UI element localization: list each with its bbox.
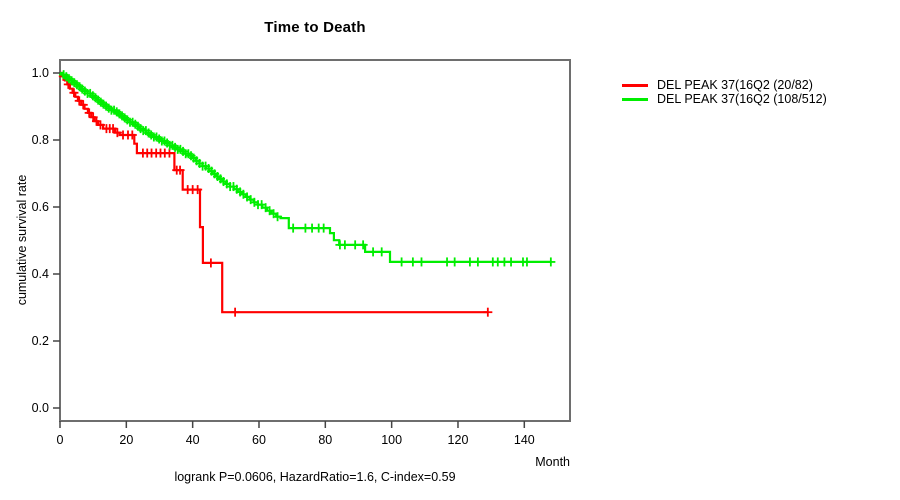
legend-item-group1: DEL PEAK 37(16Q2 (20/82): [622, 78, 827, 92]
x-tick-label: 140: [514, 433, 535, 447]
y-tick-label: 0.4: [32, 267, 49, 281]
stats-caption: logrank P=0.0606, HazardRatio=1.6, C-ind…: [174, 470, 456, 484]
legend-item-group2: DEL PEAK 37(16Q2 (108/512): [622, 92, 827, 106]
survival-curve-red: [60, 71, 488, 314]
chart-title: Time to Death: [264, 19, 366, 36]
legend-label-group1: DEL PEAK 37(16Q2 (20/82): [657, 78, 813, 92]
x-tick-label: 60: [252, 433, 266, 447]
legend-line-green: [622, 97, 648, 101]
x-tick-label: 40: [186, 433, 200, 447]
x-tick-label: 20: [119, 433, 133, 447]
legend: DEL PEAK 37(16Q2 (20/82) DEL PEAK 37(16Q…: [622, 78, 827, 106]
y-axis-label: cumulative survival rate: [15, 174, 29, 306]
x-tick-label: 0: [57, 433, 64, 447]
y-tick-label: 0.0: [32, 401, 49, 415]
y-tick-label: 0.6: [32, 200, 49, 214]
survival-curve-green: [60, 71, 551, 263]
y-tick-label: 0.2: [32, 334, 49, 348]
x-tick-label: 120: [448, 433, 469, 447]
y-tick-label: 0.8: [32, 133, 49, 147]
legend-line-red: [622, 83, 648, 87]
x-tick-label: 100: [381, 433, 402, 447]
x-tick-label: 80: [318, 433, 332, 447]
x-axis-label: Month: [535, 455, 570, 469]
y-tick-label: 1.0: [32, 66, 49, 80]
plot-box: [59, 59, 571, 422]
legend-label-group2: DEL PEAK 37(16Q2 (108/512): [657, 92, 827, 106]
